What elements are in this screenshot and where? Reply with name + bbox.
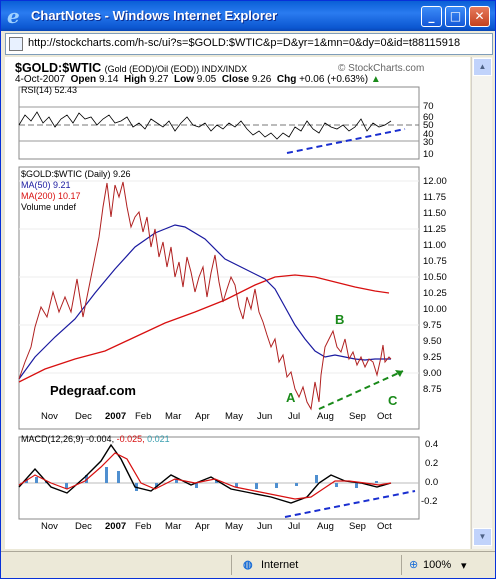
month-label: 2007 [105, 521, 127, 532]
annotation-a: A [286, 390, 296, 405]
rsi-tick: 60 [423, 112, 434, 123]
rsi-tick: 50 [423, 120, 434, 131]
month-label: Jul [288, 411, 301, 422]
ie-logo-icon: e [7, 4, 20, 28]
price-tick: 10.00 [423, 304, 447, 315]
month-label: Nov [41, 411, 58, 422]
legend-main: $GOLD:$WTIC (Daily) 9.26 [21, 169, 131, 179]
price-tick: 9.00 [423, 368, 442, 379]
rsi-label: RSI(14) 52.43 [21, 85, 78, 95]
month-label: Oct [377, 521, 392, 532]
price-tick: 10.25 [423, 288, 447, 299]
ma200-line [18, 274, 390, 383]
url-text[interactable]: http://stockcharts.com/h-sc/ui?s=$GOLD:$… [28, 37, 461, 49]
zoom-dropdown-icon[interactable]: ▾ [461, 560, 467, 572]
month-label: Dec [75, 521, 92, 532]
watermark: Pdegraaf.com [50, 383, 136, 398]
rsi-trendline [286, 128, 406, 154]
address-bar[interactable]: http://stockcharts.com/h-sc/ui?s=$GOLD:$… [5, 33, 493, 55]
month-label: Feb [135, 521, 152, 532]
price-tick: 11.00 [423, 240, 447, 251]
chart-symbol: $GOLD:$WTIC (Gold (EOD)/Oil (EOD)) INDX/… [15, 61, 248, 75]
month-label: Nov [41, 521, 58, 532]
month-label: Jul [288, 521, 301, 532]
zoom-icon[interactable]: ⊕ [409, 559, 419, 571]
price-tick: 11.50 [423, 208, 447, 219]
price-grid [19, 180, 419, 374]
month-label: Sep [349, 411, 366, 422]
status-bar: ◍ Internet ⊕ 100% ▾ [1, 551, 495, 578]
close-button[interactable]: ✕ [469, 6, 490, 27]
scroll-up-icon[interactable]: ▲ [473, 58, 492, 76]
minimize-button[interactable]: _ [421, 6, 442, 27]
price-tick: 11.25 [423, 224, 447, 235]
legend-ma200: MA(200) 10.17 [21, 191, 81, 201]
annotation-c: C [388, 393, 398, 408]
zone-label: Internet [261, 559, 299, 571]
zoom-level[interactable]: 100% [423, 559, 452, 571]
quote-info: 4-Oct-2007 Open 9.14 High 9.27 Low 9.05 … [15, 74, 381, 85]
price-line [18, 181, 392, 411]
ma50-line [18, 224, 391, 380]
month-label: Aug [317, 411, 334, 422]
macd-tick: 0.0 [425, 477, 439, 488]
macd-panel [18, 436, 420, 520]
legend-volume: Volume undef [21, 202, 77, 212]
price-tick: 9.25 [423, 352, 442, 363]
price-tick: 11.75 [423, 192, 447, 203]
month-label: Apr [195, 411, 210, 422]
page-icon [9, 37, 23, 51]
support-trendline [318, 370, 404, 410]
month-label: May [225, 411, 243, 422]
month-label: Feb [135, 411, 152, 422]
copyright: © StockCharts.com [338, 63, 425, 74]
vertical-scrollbar[interactable]: ▲ ▼ [471, 57, 492, 549]
month-label: Jun [257, 521, 273, 532]
month-label: Jun [257, 411, 273, 422]
price-tick: 12.00 [423, 176, 447, 187]
rsi-panel [18, 86, 420, 160]
rsi-tick: 30 [423, 137, 434, 148]
price-tick: 9.50 [423, 336, 442, 347]
signal-line [18, 452, 392, 500]
month-label: 2007 [105, 411, 127, 422]
annotation-b: B [335, 312, 345, 327]
macd-label: MACD(12,26,9) -0.004, -0.025, 0.021 [21, 434, 170, 444]
month-label: Mar [165, 411, 182, 422]
macd-trendline [284, 490, 416, 518]
month-label: Sep [349, 521, 366, 532]
window-title: ChartNotes - Windows Internet Explorer [31, 8, 278, 23]
month-label: Mar [165, 521, 182, 532]
month-label: Apr [195, 521, 210, 532]
rsi-line [18, 111, 392, 140]
macd-tick: 0.4 [425, 439, 439, 450]
month-label: May [225, 521, 243, 532]
month-label: Dec [75, 411, 92, 422]
maximize-button[interactable]: □ [445, 6, 466, 27]
arrow-icon [395, 370, 403, 377]
scroll-down-icon[interactable]: ▼ [473, 528, 492, 546]
chart-svg [18, 86, 420, 520]
legend-ma50: MA(50) 9.21 [21, 180, 71, 190]
price-tick: 10.75 [423, 256, 447, 267]
price-tick: 10.50 [423, 272, 447, 283]
macd-tick: -0.2 [421, 496, 438, 507]
globe-icon: ◍ [243, 559, 253, 571]
rsi-tick: 10 [423, 149, 434, 160]
month-label: Aug [317, 521, 334, 532]
rsi-tick: 40 [423, 129, 434, 140]
rsi-tick: 70 [423, 101, 434, 112]
title-bar[interactable]: e ChartNotes - Windows Internet Explorer… [1, 1, 495, 31]
month-label: Oct [377, 411, 392, 422]
macd-tick: 0.2 [425, 458, 439, 469]
macd-line [18, 443, 392, 504]
price-panel [18, 166, 420, 430]
price-tick: 9.75 [423, 320, 442, 331]
price-tick: 8.75 [423, 384, 442, 395]
chart-page: $GOLD:$WTIC (Gold (EOD)/Oil (EOD)) INDX/… [5, 57, 470, 549]
